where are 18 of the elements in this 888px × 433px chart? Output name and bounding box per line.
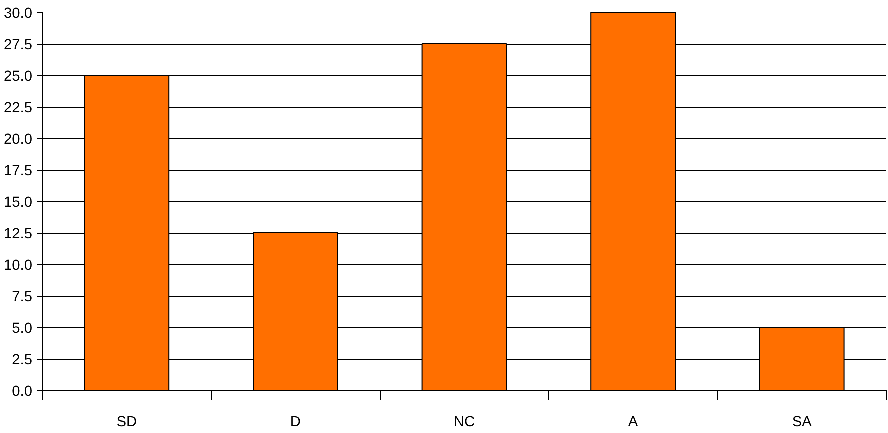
x-tick-label: SA: [792, 414, 812, 430]
x-tick-label: D: [290, 414, 301, 430]
y-tick-label: 25.0: [4, 69, 33, 85]
y-tick-label: 10.0: [4, 258, 33, 274]
y-tick-label: 15.0: [4, 195, 33, 211]
y-tick-label: 5.0: [12, 321, 32, 337]
y-tick-label: 2.5: [12, 352, 32, 368]
y-tick-label: 22.5: [4, 100, 33, 116]
y-tick-label: 27.5: [4, 38, 33, 54]
y-tick-label: 20.0: [4, 132, 33, 148]
y-tick-label: 0.0: [12, 384, 32, 400]
x-tick-label: NC: [454, 414, 476, 430]
y-tick-label: 17.5: [4, 164, 33, 180]
y-tick-label: 30.0: [4, 6, 33, 22]
x-tick-label: SD: [116, 414, 138, 430]
x-tick-label: A: [628, 414, 638, 430]
y-tick-label: 7.5: [12, 290, 32, 306]
y-tick-label: 12.5: [4, 226, 33, 242]
